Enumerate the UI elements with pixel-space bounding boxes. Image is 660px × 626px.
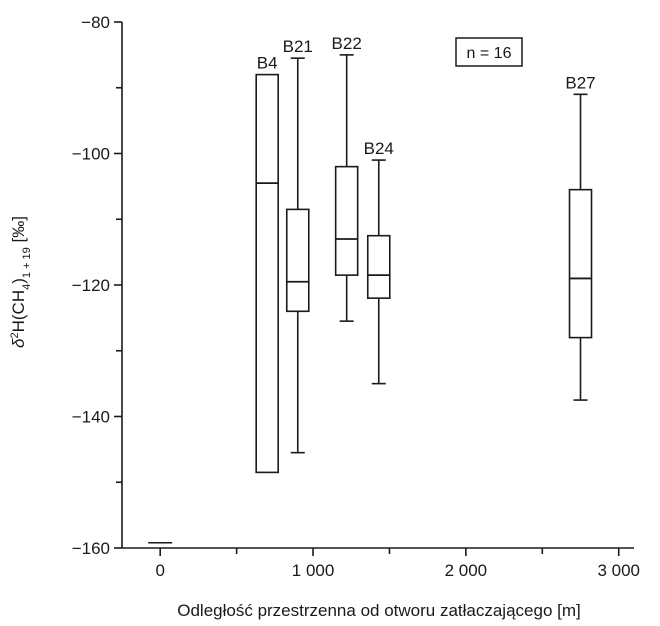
box-b22: B22 <box>332 34 362 322</box>
box-iqr <box>285 208 310 313</box>
y-tick-label: −100 <box>72 145 110 164</box>
y-axis-title-subscript: 1 + 19 <box>21 247 33 278</box>
box-iqr <box>334 165 359 276</box>
x-tick-label: 3 000 <box>597 561 640 580</box>
x-tick-label: 1 000 <box>292 561 335 580</box>
y-axis-title-delta: δ <box>9 338 28 348</box>
plot-marks: B4 B21 B22 B24 B27 <box>148 34 596 544</box>
box-b4: B4 <box>255 54 279 474</box>
box-b27: B27 <box>565 73 596 401</box>
y-tick-label: −160 <box>72 539 110 558</box>
box-label: B27 <box>565 73 595 92</box>
box-iqr <box>255 73 279 474</box>
y-axis-title-unit: [‰] <box>9 216 28 247</box>
y-tick-label: −140 <box>72 408 110 427</box>
y-tick-label: −80 <box>81 13 110 32</box>
box-label: B22 <box>332 34 362 53</box>
y-axis-title-h: H(CH <box>9 290 28 333</box>
y-tick-label: −120 <box>72 276 110 295</box>
x-axis-title: Odległość przestrzenna od otworu zatłacz… <box>177 601 580 620</box>
box-label: B21 <box>283 37 313 56</box>
box-iqr <box>568 188 593 339</box>
sample-size-text: n = 16 <box>467 45 512 62</box>
x-tick-label: 0 <box>155 561 164 580</box>
x-tick-label: 2 000 <box>445 561 488 580</box>
tick-labels: −80 −100 −120 −140 −160 0 1 000 2 000 3 000 <box>72 13 640 580</box>
sample-size-annotation: n = 16 <box>455 37 523 67</box>
box-iqr <box>366 234 391 299</box>
box-b21: B21 <box>283 37 313 454</box>
box-b24: B24 <box>364 139 394 385</box>
y-axis-title-sub4: 4 <box>21 284 33 290</box>
sample-size-box <box>455 37 523 67</box>
y-axis-title: δ2H(CH4)1 + 19 [‰] <box>9 216 33 348</box>
box-label: B4 <box>257 54 278 73</box>
axes <box>114 21 634 556</box>
y-axis-title-sup: 2 <box>9 332 21 338</box>
box-label: B24 <box>364 139 394 158</box>
y-axis-title-close: ) <box>9 278 28 284</box>
